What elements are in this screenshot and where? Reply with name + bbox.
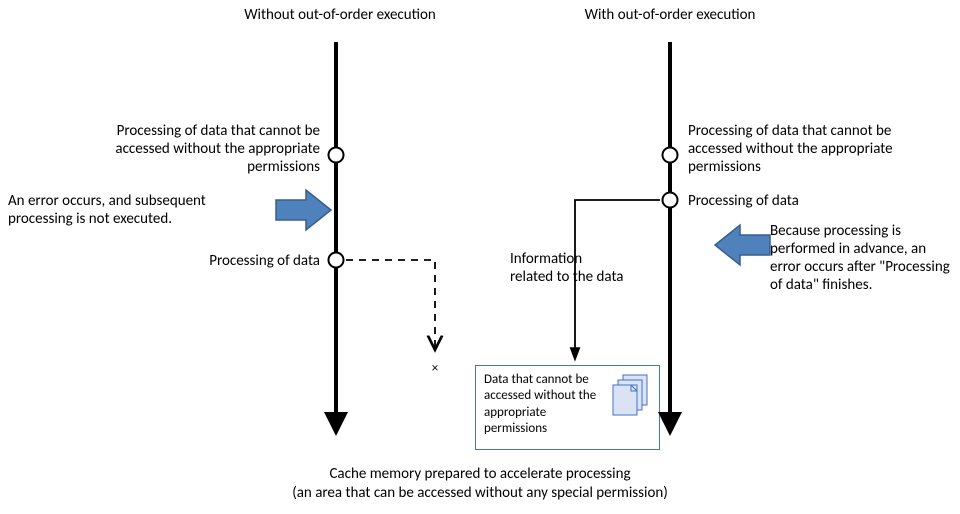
left-node-1 [329, 148, 344, 163]
right-node-1 [663, 148, 678, 163]
document-stack-icon [613, 375, 647, 415]
right-block-arrow-icon [715, 225, 770, 265]
left-block-arrow-icon [276, 190, 331, 230]
cross-icon: × [432, 361, 438, 376]
right-node-2 [663, 193, 678, 208]
left-node-2 [329, 253, 344, 268]
right-solid-connector [575, 200, 660, 358]
left-dashed-connector [346, 260, 435, 348]
diagram-svg: × [0, 0, 960, 514]
